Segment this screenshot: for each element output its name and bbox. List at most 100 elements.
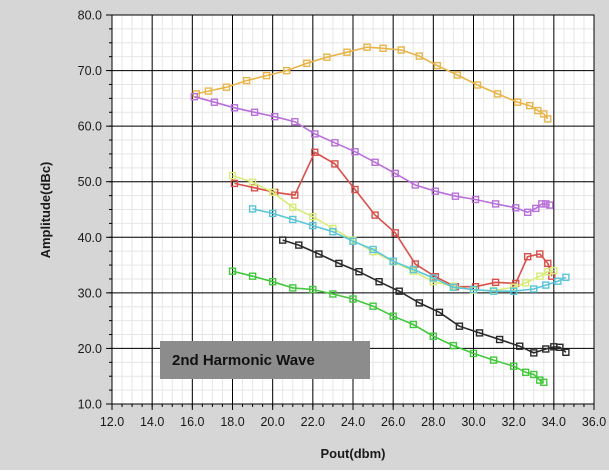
x-tick-label: 30.0: [461, 415, 485, 429]
data-point: [514, 98, 522, 106]
data-point: [315, 250, 323, 258]
series-1: [192, 43, 552, 123]
x-tick-label: 18.0: [220, 415, 244, 429]
data-point: [415, 52, 423, 60]
data-point: [289, 284, 297, 292]
y-tick-label: 70.0: [78, 64, 102, 78]
data-point: [512, 204, 520, 212]
series-2: [190, 92, 554, 217]
data-point: [349, 237, 357, 245]
data-point: [554, 277, 562, 285]
x-tick-label: 24.0: [341, 415, 365, 429]
data-point: [489, 356, 498, 364]
data-point: [222, 83, 231, 91]
data-point: [510, 283, 518, 291]
data-point: [343, 48, 351, 56]
y-tick-label: 20.0: [78, 342, 102, 356]
x-tick-label: 32.0: [501, 415, 525, 429]
series-3: [230, 148, 556, 291]
data-point: [389, 312, 397, 320]
data-point: [371, 211, 379, 219]
annotation-text: 2nd Harmonic Wave: [172, 352, 315, 369]
data-point: [544, 115, 552, 123]
data-point: [397, 46, 405, 54]
x-tick-label: 36.0: [582, 415, 606, 429]
data-point: [269, 278, 277, 286]
data-point: [363, 43, 371, 51]
data-point: [283, 66, 291, 75]
data-point: [536, 272, 544, 280]
data-point: [351, 147, 359, 156]
x-tick-label: 26.0: [381, 415, 405, 429]
data-point: [516, 342, 524, 350]
data-point: [542, 200, 550, 208]
data-point: [411, 181, 419, 189]
data-point: [510, 362, 518, 370]
data-point: [449, 341, 458, 350]
data-point: [248, 178, 257, 187]
data-point: [329, 290, 337, 298]
data-point: [303, 59, 311, 67]
data-point: [291, 191, 299, 199]
series-line: [234, 151, 553, 288]
data-point: [295, 241, 303, 249]
data-point: [524, 252, 532, 261]
data-point: [279, 236, 287, 244]
data-point: [331, 139, 339, 147]
data-point: [269, 209, 277, 218]
data-point: [556, 343, 564, 351]
data-point: [262, 71, 271, 80]
data-point: [331, 160, 339, 168]
data-point: [309, 285, 317, 294]
x-tick-label: 20.0: [260, 415, 284, 429]
data-point: [349, 295, 357, 303]
data-point: [323, 53, 331, 61]
x-tick-label: 22.0: [301, 415, 325, 429]
data-point: [351, 185, 359, 194]
data-point: [210, 98, 219, 106]
data-point: [309, 212, 317, 221]
series-4: [228, 171, 558, 295]
data-point: [536, 250, 544, 258]
data-point: [335, 259, 343, 268]
data-point: [289, 203, 297, 212]
y-tick-label: 50.0: [78, 175, 102, 189]
data-point: [379, 44, 387, 52]
data-point: [355, 268, 363, 276]
y-tick-label: 10.0: [78, 398, 102, 412]
data-point: [471, 195, 480, 204]
data-point: [429, 274, 437, 282]
x-tick-label: 14.0: [140, 415, 164, 429]
data-point: [369, 245, 377, 254]
data-point: [540, 378, 548, 386]
data-point: [542, 281, 550, 289]
tick-labels: 12.0 14.0 16.0 18.0 20.0 22.0 24.0 26.0 28.0 30.0…: [78, 9, 607, 430]
data-point: [409, 265, 417, 274]
data-point: [469, 349, 478, 358]
series-layer: [190, 43, 570, 386]
data-point: [540, 110, 548, 118]
data-point: [491, 200, 500, 208]
data-point: [431, 187, 439, 195]
data-point: [190, 92, 199, 101]
data-point: [289, 215, 297, 224]
data-point: [453, 71, 462, 79]
data-point: [311, 148, 319, 157]
data-point: [526, 101, 534, 110]
series-5: [248, 205, 570, 295]
data-point: [475, 329, 484, 337]
data-point: [451, 192, 460, 200]
data-point: [311, 130, 319, 138]
data-point: [415, 299, 423, 307]
x-axis-label: Pout(dbm): [321, 446, 386, 461]
data-point: [495, 335, 504, 344]
data-point: [230, 179, 239, 188]
data-point: [391, 229, 399, 237]
series-line: [194, 95, 551, 214]
series-6: [279, 236, 570, 357]
data-point: [562, 348, 570, 356]
data-point: [248, 272, 257, 280]
data-point: [309, 221, 317, 230]
data-point: [544, 259, 552, 268]
